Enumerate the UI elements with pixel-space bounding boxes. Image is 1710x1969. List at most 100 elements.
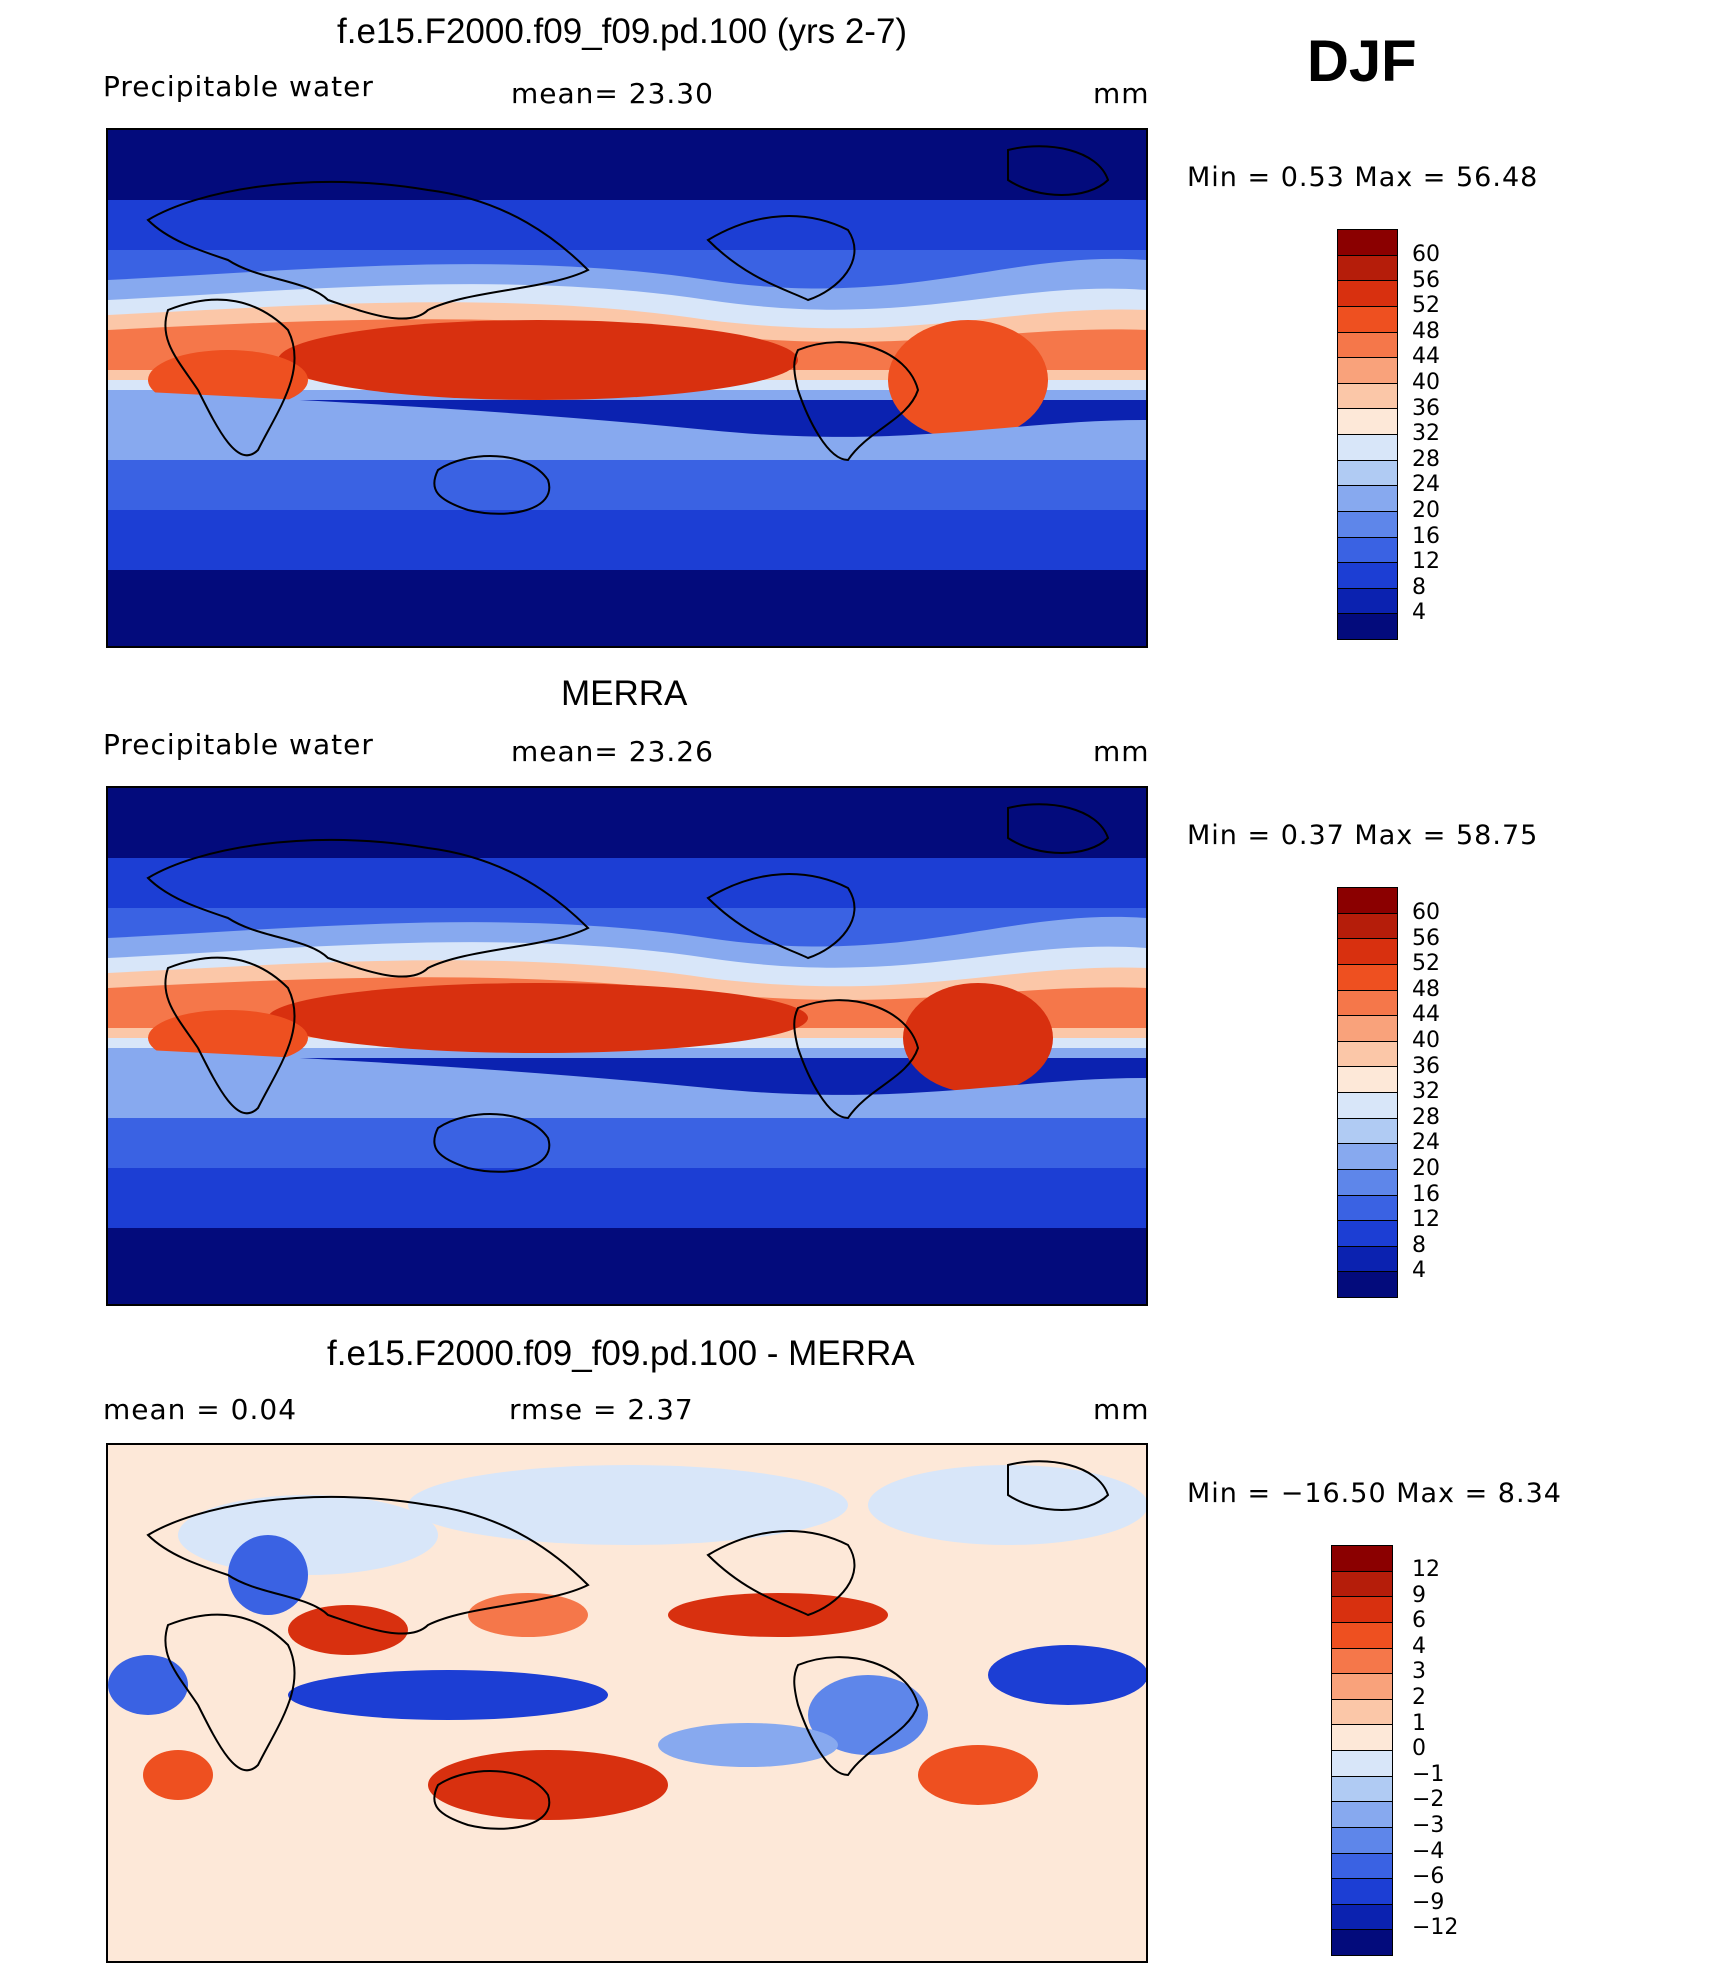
colorbar-swatch	[1332, 1776, 1392, 1803]
colorbar-tick-label: 9	[1412, 1582, 1426, 1608]
colorbar-swatch	[1338, 913, 1397, 940]
colorbar-tick-label: 44	[1412, 1002, 1440, 1028]
colorbar-tick-label: 44	[1412, 344, 1440, 370]
colorbar-swatch	[1338, 888, 1397, 914]
colorbar-swatch	[1338, 537, 1397, 564]
colorbar-swatch	[1338, 435, 1397, 461]
colorbar-tick-label: 60	[1412, 900, 1440, 925]
colorbar-swatch	[1338, 1221, 1397, 1247]
panel-1-map-field	[108, 130, 1146, 646]
colorbar-tick-label: 56	[1412, 925, 1440, 951]
colorbar-swatch	[1338, 939, 1397, 965]
colorbar-swatch	[1338, 409, 1397, 435]
colorbar-tick-label: −9	[1412, 1889, 1445, 1915]
panel-2-colorbar	[1337, 887, 1398, 1298]
panel-1-map	[106, 128, 1148, 648]
panel-2-minmax: Min = 0.37 Max = 58.75	[1187, 820, 1539, 851]
colorbar-tick-label: 4	[1412, 600, 1426, 626]
panel-3-minmax: Min = −16.50 Max = 8.34	[1187, 1478, 1562, 1509]
colorbar-swatch	[1338, 1093, 1397, 1119]
colorbar-tick-label: 52	[1412, 951, 1440, 977]
colorbar-swatch	[1332, 1751, 1392, 1777]
colorbar-tick-label: 60	[1412, 242, 1440, 267]
panel-1-variable-label: Precipitable water	[103, 70, 374, 103]
colorbar-tick-label: 36	[1412, 395, 1440, 421]
colorbar-tick-label: 56	[1412, 267, 1440, 293]
panel-3-rmse-label: rmse = 2.37	[509, 1393, 694, 1426]
colorbar-tick-label: −3	[1412, 1812, 1445, 1838]
colorbar-swatch	[1338, 563, 1397, 589]
panel-1-colorbar	[1337, 229, 1398, 640]
colorbar-tick-label: 36	[1412, 1053, 1440, 1079]
colorbar-tick-label: 20	[1412, 1155, 1440, 1181]
colorbar-swatch	[1332, 1597, 1392, 1623]
colorbar-tick-label: −1	[1412, 1761, 1445, 1787]
colorbar-swatch	[1332, 1571, 1392, 1598]
colorbar-swatch	[1338, 1246, 1397, 1273]
colorbar-swatch	[1338, 486, 1397, 512]
panel-1-colorbar-labels: 60 56 52 48 44 40 36 32 28 24 20 16 12 8 4	[1412, 242, 1440, 626]
colorbar-tick-label: 0	[1412, 1736, 1426, 1762]
colorbar-tick-label: 40	[1412, 369, 1440, 395]
colorbar-swatch	[1338, 511, 1397, 538]
colorbar-tick-label: 48	[1412, 976, 1440, 1002]
colorbar-tick-label: 8	[1412, 574, 1426, 600]
colorbar-swatch	[1338, 1144, 1397, 1170]
colorbar-tick-label: 12	[1412, 1557, 1440, 1582]
colorbar-tick-label: 32	[1412, 421, 1440, 447]
colorbar-swatch	[1338, 460, 1397, 487]
panel-2-variable-label: Precipitable water	[103, 728, 374, 761]
colorbar-swatch	[1338, 1067, 1397, 1093]
panel-1-title: f.e15.F2000.f09_f09.pd.100 (yrs 2-7)	[337, 12, 908, 51]
colorbar-tick-label: 2	[1412, 1684, 1426, 1710]
panel-3-title: f.e15.F2000.f09_f09.pd.100 - MERRA	[327, 1334, 915, 1373]
panel-2-colorbar-labels: 60 56 52 48 44 40 36 32 28 24 20 16 12 8 4	[1412, 900, 1440, 1284]
colorbar-tick-label: 1	[1412, 1710, 1426, 1736]
colorbar-swatch	[1332, 1879, 1392, 1905]
colorbar-tick-label: 4	[1412, 1633, 1426, 1659]
panel-3-colorbar-labels: 12 9 6 4 3 2 1 0 −1 −2 −3 −4 −6 −9 −12	[1412, 1557, 1458, 1941]
colorbar-swatch	[1338, 383, 1397, 410]
colorbar-swatch	[1332, 1827, 1392, 1854]
panel-2-mean-label: mean= 23.26	[511, 735, 714, 768]
colorbar-swatch	[1338, 990, 1397, 1017]
colorbar-swatch	[1332, 1725, 1392, 1751]
colorbar-swatch	[1338, 281, 1397, 307]
colorbar-swatch	[1332, 1546, 1392, 1572]
colorbar-tick-label: 48	[1412, 318, 1440, 344]
panel-2-map-field	[108, 788, 1146, 1304]
colorbar-swatch	[1338, 1169, 1397, 1196]
colorbar-swatch	[1338, 306, 1397, 333]
colorbar-swatch	[1338, 1016, 1397, 1042]
colorbar-tick-label: 12	[1412, 1207, 1440, 1233]
colorbar-tick-label: −12	[1412, 1915, 1459, 1941]
colorbar-tick-label: 28	[1412, 446, 1440, 472]
colorbar-swatch	[1332, 1853, 1392, 1880]
colorbar-tick-label: 12	[1412, 549, 1440, 575]
colorbar-swatch	[1338, 1195, 1397, 1222]
colorbar-swatch	[1338, 614, 1397, 639]
colorbar-tick-label: 16	[1412, 1181, 1440, 1207]
colorbar-swatch	[1332, 1930, 1392, 1955]
colorbar-swatch	[1332, 1648, 1392, 1675]
colorbar-tick-label: −4	[1412, 1838, 1445, 1864]
colorbar-swatch	[1338, 358, 1397, 384]
colorbar-tick-label: 24	[1412, 1130, 1440, 1156]
panel-3-colorbar	[1331, 1545, 1393, 1956]
colorbar-tick-label: 24	[1412, 472, 1440, 498]
colorbar-tick-label: 16	[1412, 523, 1440, 549]
panel-1-units-label: mm	[1093, 77, 1150, 110]
colorbar-swatch	[1338, 1041, 1397, 1068]
colorbar-tick-label: 6	[1412, 1608, 1426, 1634]
colorbar-tick-label: −2	[1412, 1787, 1445, 1813]
panel-1-mean-label: mean= 23.30	[511, 77, 714, 110]
colorbar-swatch	[1338, 1272, 1397, 1297]
season-label: DJF	[1307, 29, 1417, 94]
colorbar-swatch	[1332, 1904, 1392, 1931]
colorbar-swatch	[1332, 1699, 1392, 1726]
colorbar-tick-label: 3	[1412, 1659, 1426, 1685]
colorbar-swatch	[1332, 1802, 1392, 1828]
panel-3-mean-label: mean = 0.04	[103, 1393, 298, 1426]
colorbar-tick-label: 28	[1412, 1104, 1440, 1130]
colorbar-tick-label: 4	[1412, 1258, 1426, 1284]
